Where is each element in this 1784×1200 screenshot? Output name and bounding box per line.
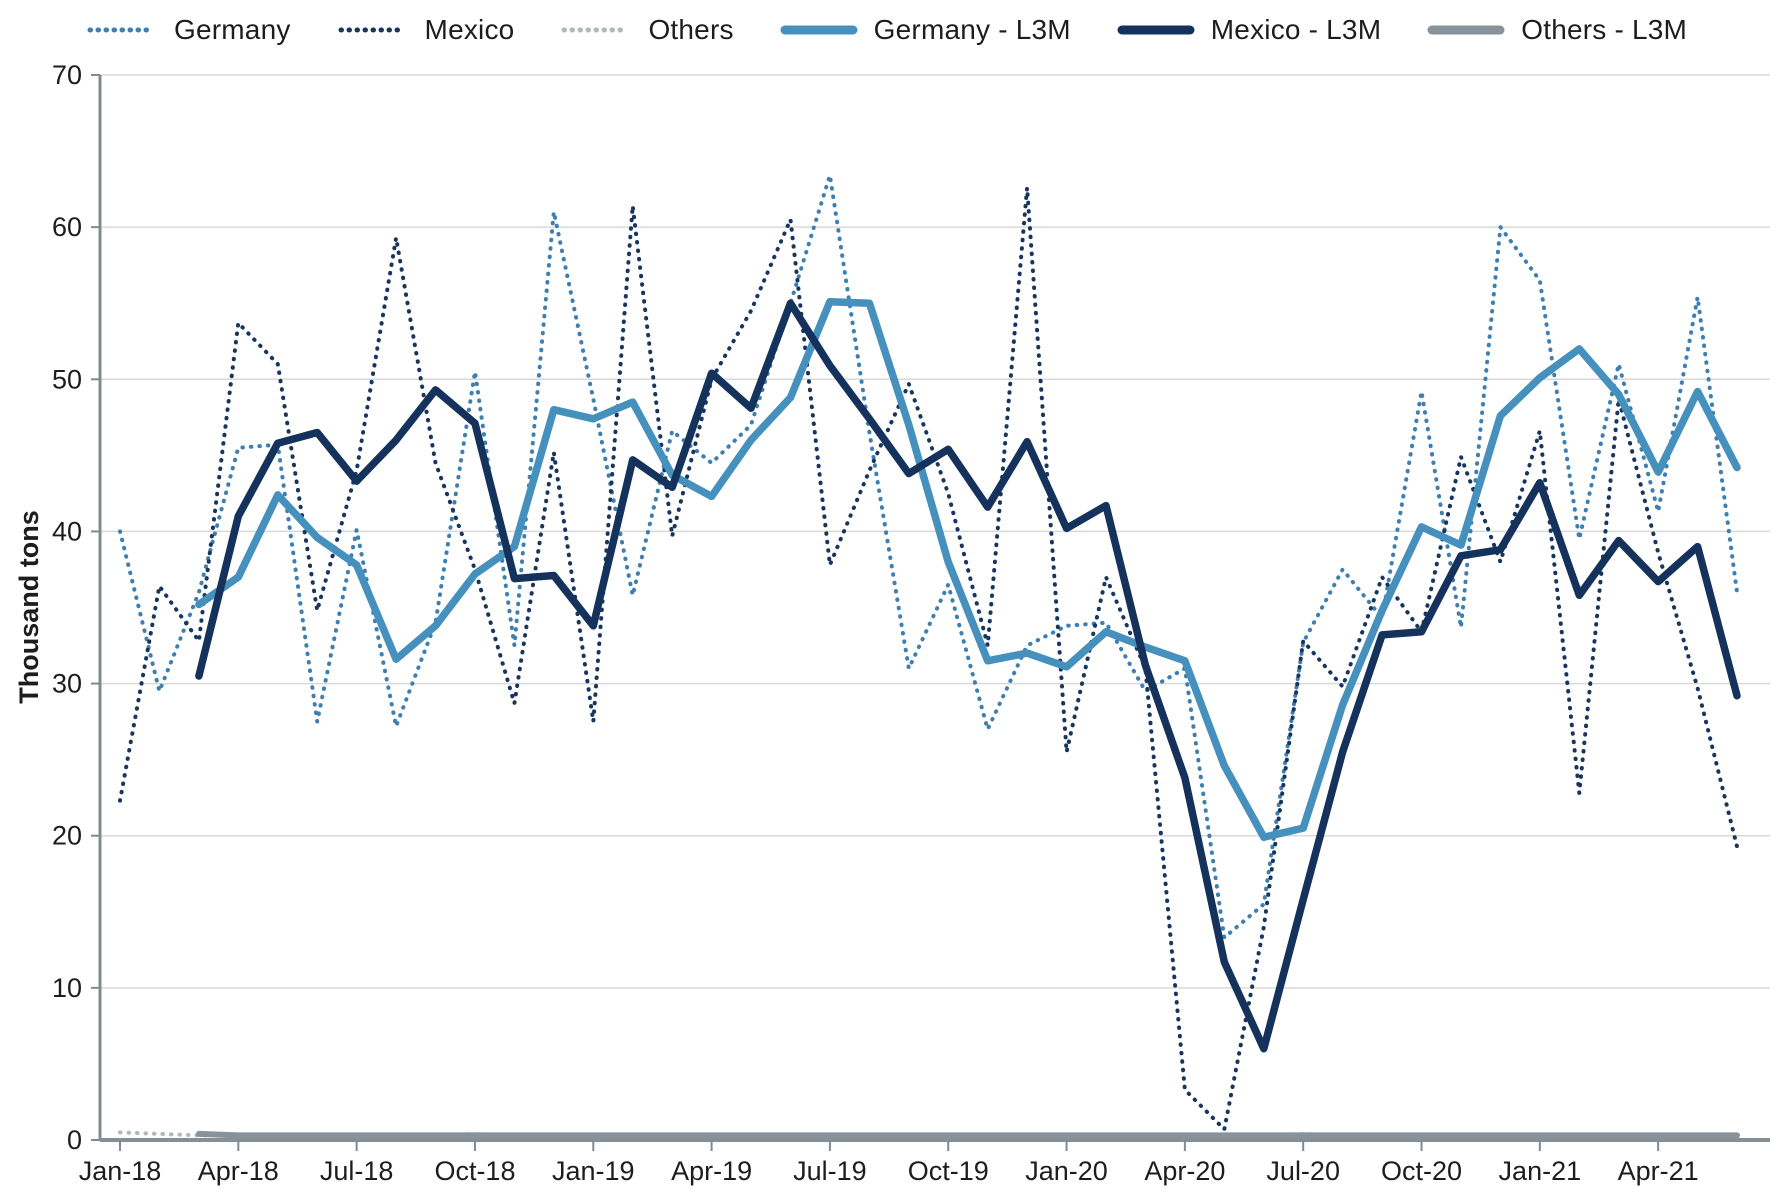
x-tick-label: Jan-20 xyxy=(1025,1156,1108,1186)
y-tick-label: 20 xyxy=(52,821,82,851)
legend-label: Others - L3M xyxy=(1521,14,1688,45)
x-tick-label: Jan-21 xyxy=(1499,1156,1582,1186)
series-lines xyxy=(118,173,1741,1139)
y-tick-label: 0 xyxy=(67,1125,82,1155)
legend-item-others-l3m: Others - L3M xyxy=(1427,14,1687,46)
legend-item-mexico: Mexico xyxy=(337,14,515,46)
legend-label: Germany xyxy=(174,14,291,45)
legend-label: Mexico xyxy=(424,14,515,45)
x-tick-label: Jan-18 xyxy=(79,1156,162,1186)
series-germany-l3m xyxy=(195,297,1741,841)
others-dotted-swatch-icon xyxy=(561,27,631,33)
x-tick-label: Apr-19 xyxy=(671,1156,752,1186)
x-tick-label: Apr-18 xyxy=(198,1156,279,1186)
legend-item-others: Others xyxy=(560,14,733,46)
x-tick-label: Apr-21 xyxy=(1618,1156,1699,1186)
x-tick-label: Jul-19 xyxy=(793,1156,867,1186)
axis-tick-labels: 0 10 20 30 40 50 60 70 Jan-18 Apr-18 Jul-18 Oct-18 J… xyxy=(52,60,1699,1186)
series-others-l3m xyxy=(195,1130,1740,1139)
gridlines xyxy=(100,74,1770,989)
x-tick-label: Jul-18 xyxy=(320,1156,394,1186)
y-tick-label: 40 xyxy=(52,516,82,546)
x-tick-label: Jan-19 xyxy=(552,1156,635,1186)
y-tick-label: 30 xyxy=(52,669,82,699)
mexico-dotted-swatch-icon xyxy=(338,27,408,33)
series-mexico-l3m xyxy=(195,299,1741,1053)
y-tick-label: 10 xyxy=(52,973,82,1003)
y-tick-label: 50 xyxy=(52,364,82,394)
x-tick-label: Oct-18 xyxy=(434,1156,515,1186)
legend-item-germany-l3m: Germany - L3M xyxy=(780,14,1071,46)
x-tick-label: Jul-20 xyxy=(1266,1156,1340,1186)
x-tick-label: Oct-19 xyxy=(908,1156,989,1186)
legend-label: Others xyxy=(648,14,734,45)
legend-item-germany: Germany xyxy=(86,14,291,46)
others-l3m-swatch-icon xyxy=(1427,25,1505,35)
y-tick-label: 60 xyxy=(52,212,82,242)
germany-dotted-swatch-icon xyxy=(87,27,157,33)
mexico-l3m-swatch-icon xyxy=(1117,25,1195,35)
legend: Germany Mexico Others Germany - L3M Mexi… xyxy=(86,10,1687,50)
y-axis-title: Thousand tons xyxy=(14,510,44,703)
y-tick-label: 70 xyxy=(52,60,82,90)
legend-item-mexico-l3m: Mexico - L3M xyxy=(1117,14,1381,46)
axes xyxy=(91,74,1770,1151)
legend-label: Germany - L3M xyxy=(873,14,1071,45)
legend-label: Mexico - L3M xyxy=(1210,14,1382,45)
germany-l3m-swatch-icon xyxy=(780,25,858,35)
x-tick-label: Apr-20 xyxy=(1144,1156,1225,1186)
series-mexico xyxy=(118,185,1739,1132)
x-tick-label: Oct-20 xyxy=(1381,1156,1462,1186)
series-germany xyxy=(118,173,1739,940)
